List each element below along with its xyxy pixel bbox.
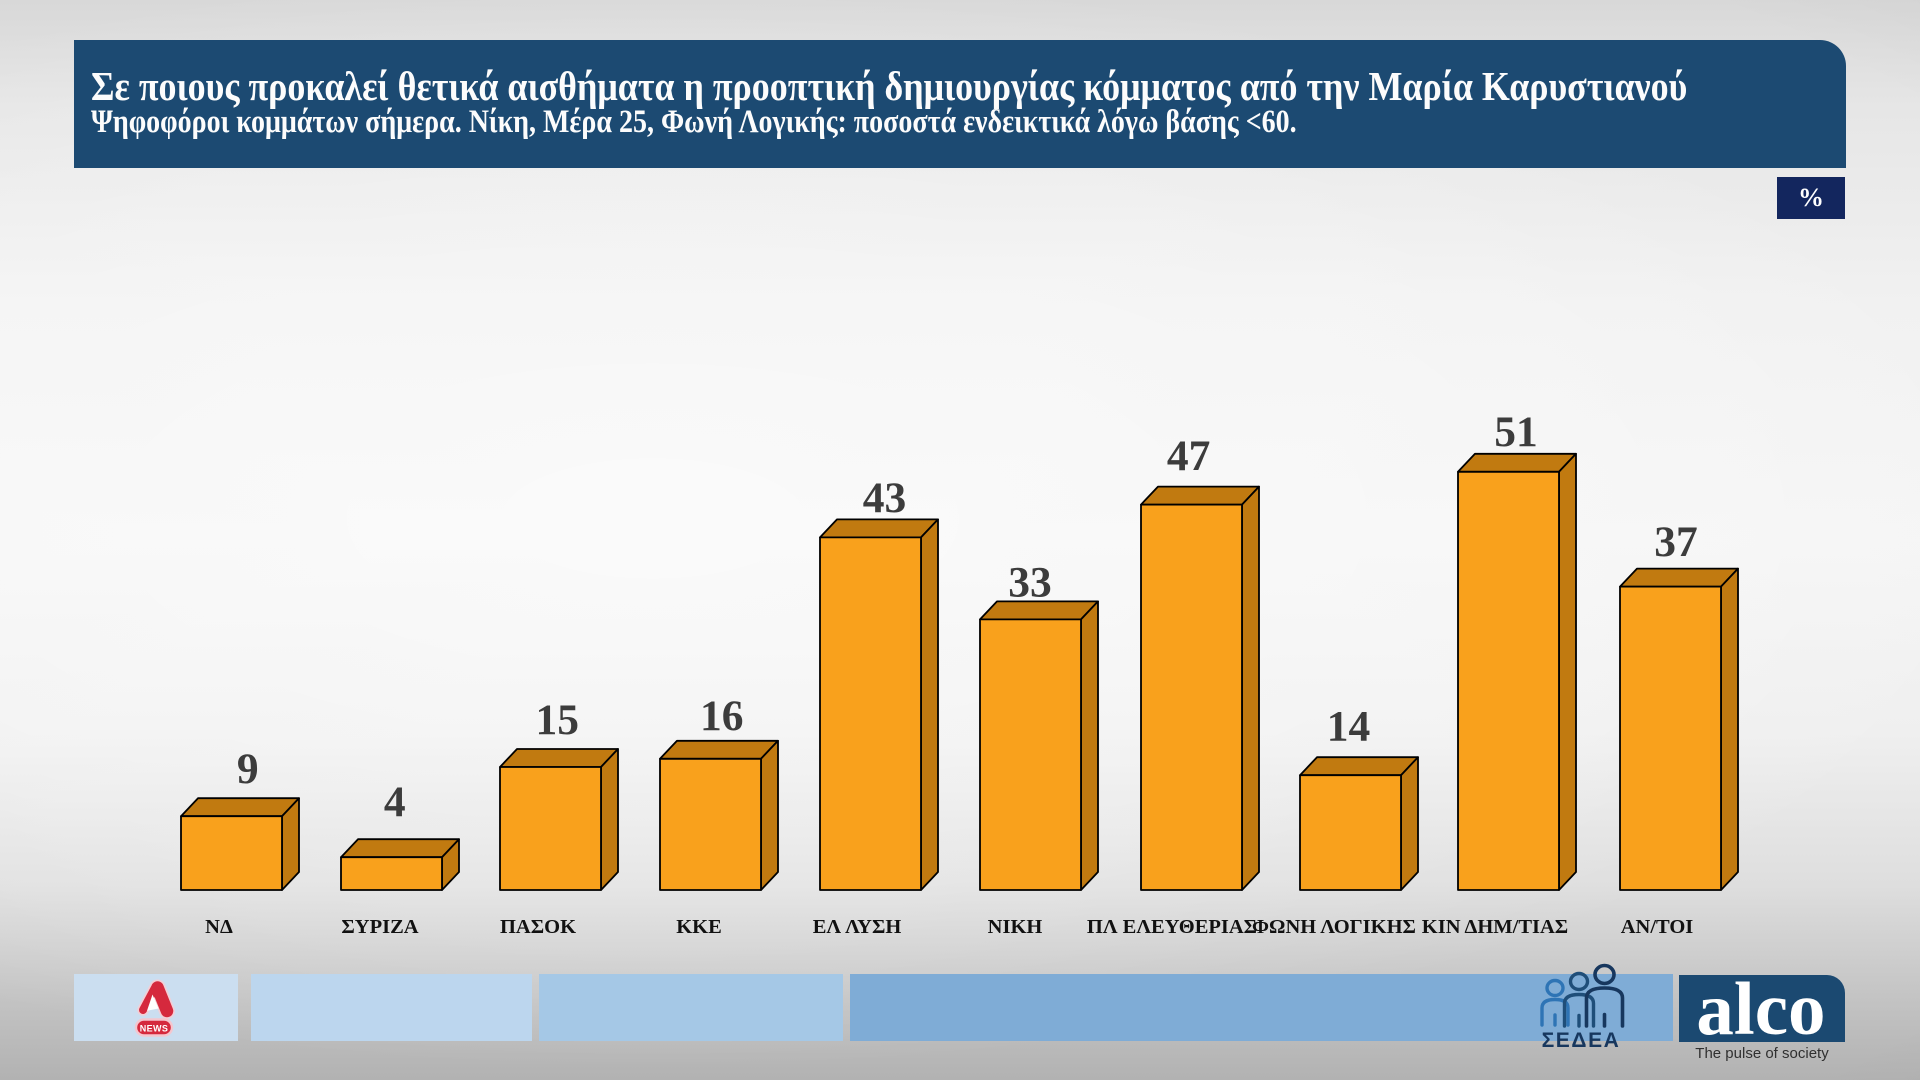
svg-text:15: 15 [536, 696, 580, 744]
svg-text:43: 43 [863, 474, 907, 522]
svg-text:NEWS: NEWS [140, 1024, 169, 1034]
svg-text:16: 16 [700, 692, 744, 740]
svg-text:ΚΙΝ ΔΗΜ/ΤΙΑΣ: ΚΙΝ ΔΗΜ/ΤΙΑΣ [1422, 916, 1568, 938]
svg-text:47: 47 [1167, 432, 1211, 480]
svg-text:ΑΝ/ΤΟΙ: ΑΝ/ΤΟΙ [1621, 916, 1694, 938]
svg-text:14: 14 [1327, 703, 1371, 751]
svg-text:51: 51 [1494, 408, 1538, 456]
svg-text:33: 33 [1008, 559, 1052, 607]
svg-text:ΣΕΔΕΑ: ΣΕΔΕΑ [1542, 1029, 1621, 1052]
svg-text:ΠΛ ΕΛΕΥΘΕΡΙΑΣ: ΠΛ ΕΛΕΥΘΕΡΙΑΣ [1087, 916, 1257, 938]
svg-text:ΕΛ ΛΥΣΗ: ΕΛ ΛΥΣΗ [813, 916, 902, 938]
svg-text:9: 9 [237, 745, 259, 793]
svg-text:ΝΔ: ΝΔ [205, 916, 233, 938]
svg-text:ΣΥΡΙΖΑ: ΣΥΡΙΖΑ [341, 916, 418, 938]
svg-text:ΦΩΝΗ ΛΟΓΙΚΗΣ: ΦΩΝΗ ΛΟΓΙΚΗΣ [1252, 916, 1416, 938]
svg-text:ΝΙΚΗ: ΝΙΚΗ [988, 916, 1043, 938]
svg-text:ΠΑΣΟΚ: ΠΑΣΟΚ [500, 916, 576, 938]
svg-text:4: 4 [384, 778, 406, 826]
svg-text:ΚΚΕ: ΚΚΕ [676, 916, 722, 938]
svg-text:37: 37 [1654, 518, 1698, 566]
